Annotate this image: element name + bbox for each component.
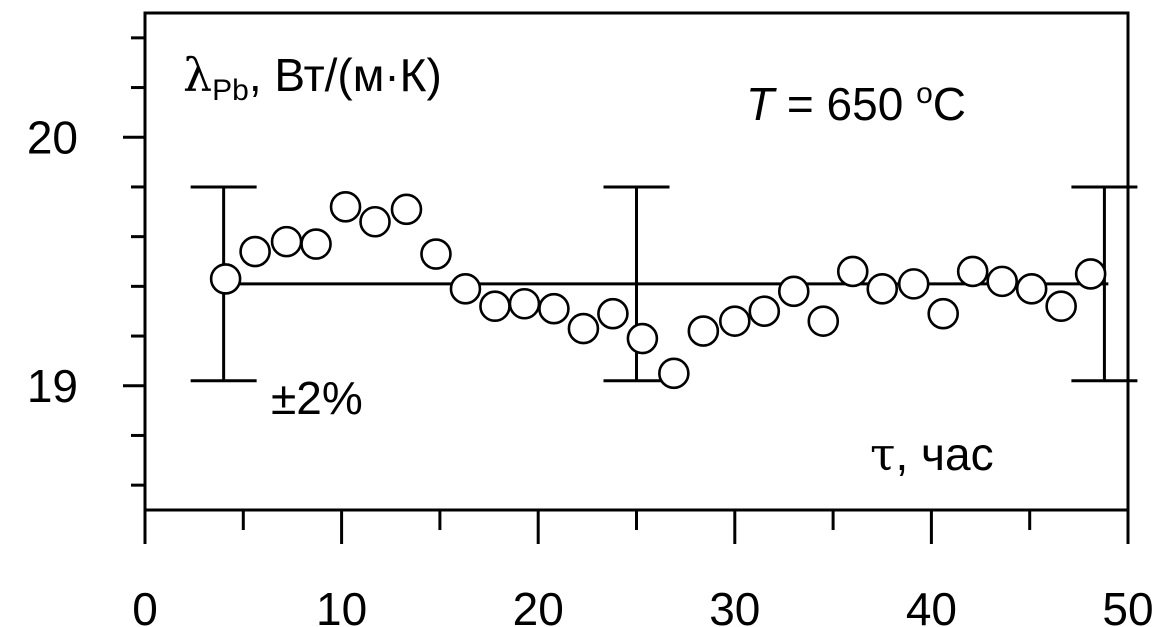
x-axis-label-unit: , час	[895, 428, 993, 480]
data-points	[209, 191, 1107, 390]
y-axis-label-unit: , Вт/(м·К)	[249, 49, 442, 101]
x-tick-label: 20	[513, 583, 564, 627]
data-point	[836, 255, 869, 288]
data-point	[658, 357, 690, 390]
data-point	[359, 205, 391, 238]
data-point	[449, 273, 482, 305]
y-axis-label-symbol: λ	[183, 48, 212, 102]
x-tick-label: 50	[1102, 583, 1153, 627]
data-point	[748, 295, 781, 328]
data-point	[866, 273, 899, 305]
data-point	[209, 263, 242, 295]
data-point	[1045, 290, 1077, 323]
data-point	[270, 225, 303, 258]
temperature-annotation: T = 650 oC	[746, 77, 966, 130]
temperature-symbol: T	[746, 78, 777, 130]
data-point	[927, 297, 959, 330]
ticks	[123, 36, 1130, 544]
data-point	[479, 290, 511, 323]
x-axis-label-symbol: τ	[870, 427, 895, 481]
y-tick-label: 19	[27, 360, 78, 412]
temperature-degree: o	[916, 77, 933, 110]
x-tick-label: 10	[316, 583, 367, 627]
data-point	[687, 315, 720, 347]
y-tick-label: 20	[27, 111, 78, 163]
data-point	[420, 238, 452, 270]
error-bars	[190, 185, 1138, 383]
temperature-value: = 650	[774, 78, 916, 130]
data-point	[239, 235, 271, 268]
data-point	[538, 292, 570, 325]
temperature-unit: C	[933, 78, 966, 130]
data-point	[567, 312, 600, 345]
x-tick-label: 30	[709, 583, 760, 627]
x-axis-label: τ, час	[870, 427, 994, 481]
data-point	[329, 191, 362, 223]
band-label: ±2%	[271, 372, 363, 424]
data-point	[807, 305, 840, 337]
x-tick-label: 40	[906, 583, 957, 627]
tick-labels: 0 10 20 30 40 50 19 20	[27, 111, 1154, 627]
x-tick-label: 0	[132, 583, 158, 627]
data-point	[986, 265, 1018, 298]
data-point	[718, 305, 751, 337]
data-point	[777, 275, 810, 308]
y-axis-label: λPb, Вт/(м·К)	[183, 48, 442, 107]
data-point	[626, 322, 659, 355]
data-point	[300, 228, 332, 260]
data-point	[1074, 258, 1107, 290]
data-point	[897, 268, 930, 300]
data-point	[1015, 273, 1048, 305]
data-point	[597, 297, 629, 330]
y-axis-label-subscript: Pb	[212, 74, 249, 107]
data-point	[956, 255, 989, 288]
data-point	[390, 193, 423, 226]
data-point	[508, 287, 541, 320]
